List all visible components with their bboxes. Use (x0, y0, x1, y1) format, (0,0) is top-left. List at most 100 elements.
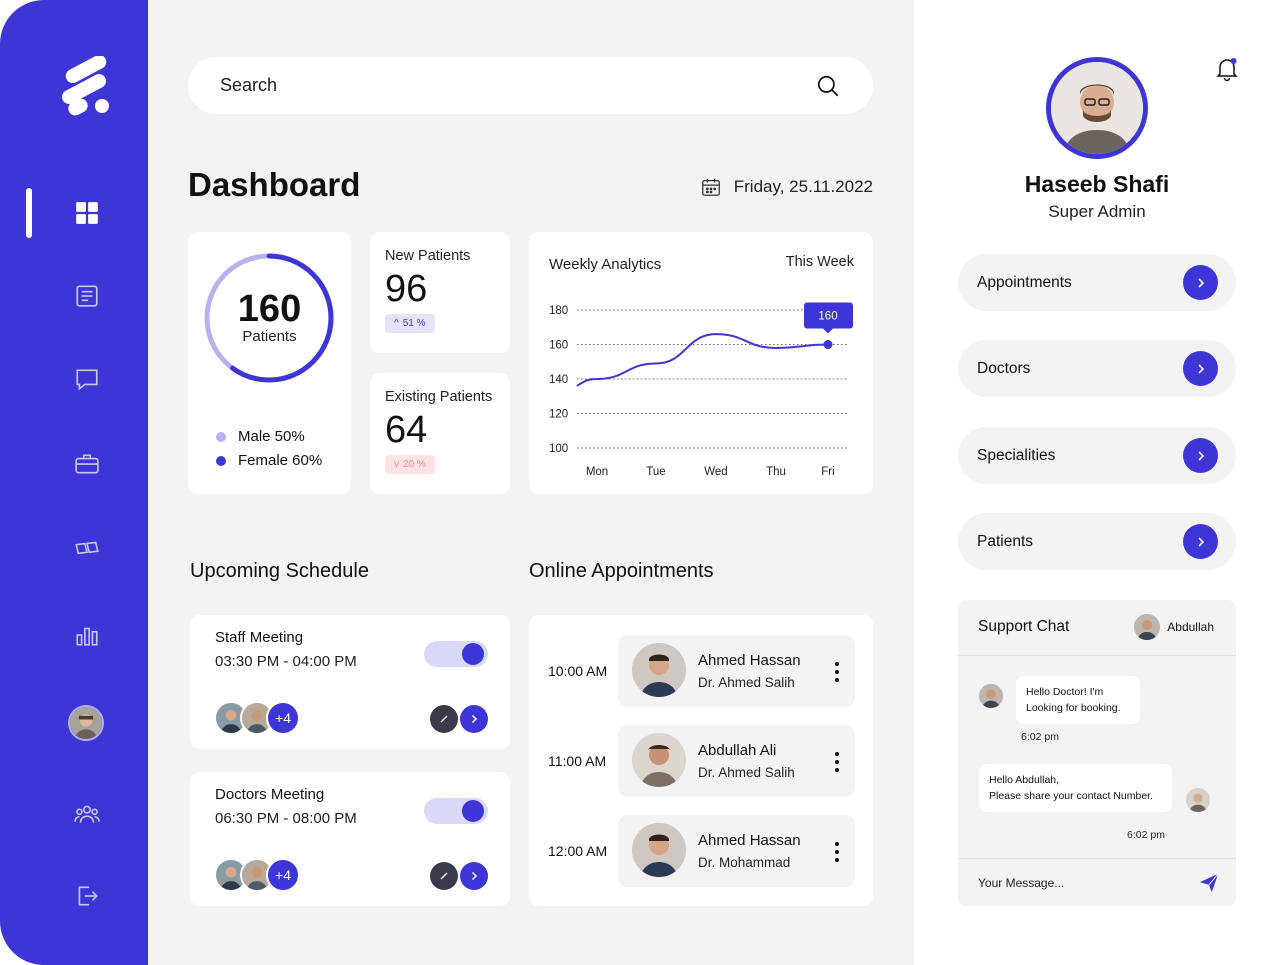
more-attendees-badge[interactable]: +4 (266, 858, 300, 892)
callout-pointer (823, 328, 833, 334)
nav-tickets[interactable] (66, 528, 108, 570)
profile-role: Super Admin (1048, 202, 1146, 221)
doctor-name: Dr. Ahmed Salih (698, 765, 795, 780)
new-patients-card: New Patients 96 ^ 51 % (370, 232, 510, 353)
briefcase-icon (75, 454, 99, 474)
legend-dot-male (216, 431, 226, 442)
x-tick-label: Thu (766, 466, 786, 478)
schedule-toggle[interactable] (424, 798, 488, 824)
menu-appointments[interactable]: Appointments (958, 254, 1236, 311)
nav-work[interactable] (66, 443, 108, 485)
patients-total: 160 (237, 288, 302, 330)
open-button[interactable] (460, 862, 488, 890)
bar-chart-icon (76, 627, 98, 646)
chevron-right-icon[interactable] (1183, 265, 1218, 300)
tickets-icon (75, 541, 99, 555)
attendee-avatar (214, 701, 248, 735)
legend-male: Male 50% (216, 428, 305, 445)
appointment-time: 10:00 AM (548, 663, 608, 679)
edit-button[interactable] (430, 862, 458, 890)
main-content: Dashboard Friday, 25.11.2022 160 Patient… (148, 0, 914, 965)
users-group-icon (74, 805, 100, 823)
chat-contact[interactable]: Abdullah (1134, 614, 1214, 640)
app-logo (61, 56, 109, 116)
appointment-item[interactable]: Abdullah Ali Dr. Ahmed Salih (618, 725, 855, 797)
callout-box (804, 302, 853, 329)
chat-title: Support Chat (978, 618, 1070, 635)
appointment-time: 12:00 AM (548, 843, 608, 859)
page-title: Dashboard (188, 166, 361, 203)
chat-message-incoming: Hello Doctor! I'm Looking for booking. (1016, 676, 1140, 724)
appointment-time: 11:00 AM (548, 753, 607, 769)
patient-name: Ahmed Hassan (698, 652, 801, 669)
more-attendees-badge[interactable]: +4 (266, 701, 300, 735)
x-tick-label: Tue (646, 466, 665, 478)
nav-messages[interactable] (66, 358, 108, 400)
more-vertical-icon[interactable] (833, 661, 841, 683)
schedule-item-title: Staff Meeting (215, 629, 304, 646)
message-line: Looking for booking. (1026, 702, 1121, 714)
menu-patients[interactable]: Patients (958, 513, 1236, 570)
nav-reports[interactable] (66, 614, 108, 656)
sidebar-avatar[interactable] (68, 705, 104, 741)
menu-specialities[interactable]: Specialities (958, 427, 1236, 484)
chevron-right-icon[interactable] (1183, 524, 1218, 559)
callout-label: 160 (818, 311, 837, 323)
patients-label: Patients (242, 328, 297, 345)
doctor-name: Dr. Mohammad (698, 855, 791, 870)
profile-avatar[interactable] (1046, 57, 1148, 159)
legend-female-label: Female 60% (238, 452, 323, 469)
open-button[interactable] (460, 705, 488, 733)
nav-logout[interactable] (66, 875, 108, 917)
x-tick-label: Fri (821, 466, 834, 478)
schedule-item-title: Doctors Meeting (215, 786, 325, 803)
notification-bell-icon[interactable] (1214, 56, 1240, 82)
chevron-right-icon[interactable] (1183, 351, 1218, 386)
existing-patients-badge-text: 20 % (403, 459, 426, 470)
edit-button[interactable] (430, 705, 458, 733)
chat-message-outgoing: Hello Abdullah, Please share your contac… (979, 764, 1172, 812)
message-line: Hello Doctor! I'm (1026, 686, 1104, 698)
menu-label: Specialities (977, 446, 1056, 464)
send-icon[interactable] (1198, 872, 1220, 894)
x-tick-label: Wed (704, 466, 727, 478)
existing-patients-value: 64 (385, 409, 428, 451)
menu-doctors[interactable]: Doctors (958, 340, 1236, 397)
y-tick-label: 120 (549, 409, 568, 421)
more-vertical-icon[interactable] (833, 751, 841, 773)
nav-documents[interactable] (66, 275, 108, 317)
message-input[interactable] (978, 875, 1178, 890)
search-icon[interactable] (815, 73, 841, 99)
search-input[interactable] (220, 75, 780, 96)
legend-male-label: Male 50% (238, 428, 305, 445)
weekly-analytics-card: Weekly Analytics This Week 180 160 140 120 1… (529, 232, 873, 494)
contact-name: Abdullah (1167, 620, 1214, 634)
nav-users[interactable] (66, 793, 108, 835)
chevron-right-icon[interactable] (1183, 438, 1218, 473)
legend-female: Female 60% (216, 452, 322, 469)
toggle-knob (462, 800, 484, 822)
nav-dashboard[interactable] (66, 192, 108, 234)
patient-avatar (632, 733, 686, 787)
chat-input-bar (958, 858, 1236, 906)
appointment-item[interactable]: Ahmed Hassan Dr. Mohammad (618, 815, 855, 887)
sender-avatar (979, 684, 1003, 708)
chart-range-selector[interactable]: This Week (785, 254, 854, 270)
user-avatar-icon (70, 707, 102, 739)
logout-icon (78, 886, 98, 906)
nav-active-indicator (26, 188, 32, 238)
patient-avatar (632, 643, 686, 697)
more-vertical-icon[interactable] (833, 841, 841, 863)
patients-ring (204, 253, 334, 383)
contact-avatar (1134, 614, 1161, 640)
trend-up-icon: ^ (394, 318, 399, 329)
appointments-title: Online Appointments (529, 560, 714, 582)
appointment-item[interactable]: Ahmed Hassan Dr. Ahmed Salih (618, 635, 855, 707)
search-bar[interactable] (188, 57, 873, 114)
message-time: 6:02 pm (1021, 731, 1059, 743)
schedule-toggle[interactable] (424, 641, 488, 667)
y-tick-label: 180 (549, 305, 568, 317)
trend-down-icon: v (394, 459, 399, 470)
profile-photo-icon (1051, 62, 1143, 154)
y-tick-label: 140 (549, 374, 568, 386)
